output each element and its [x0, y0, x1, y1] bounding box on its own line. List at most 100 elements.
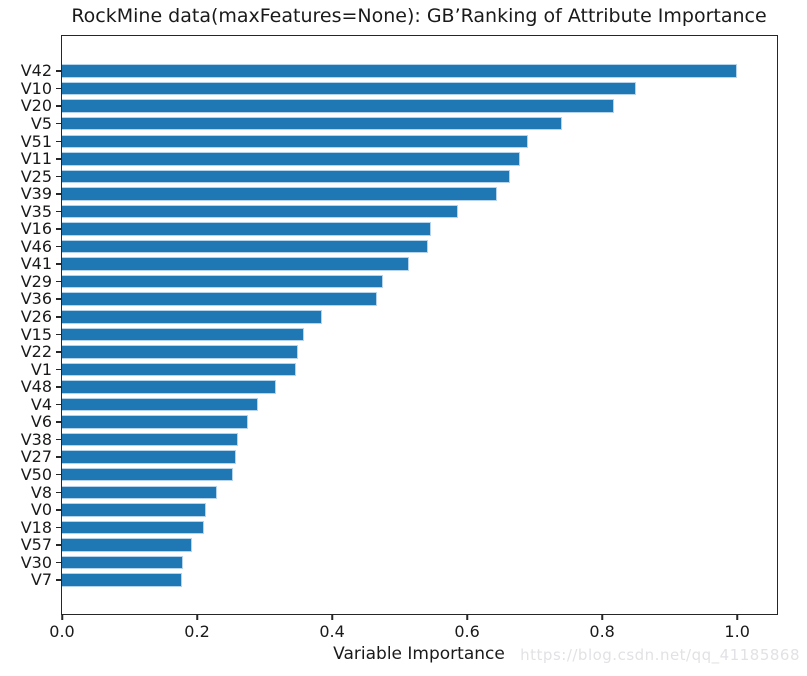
y-tick-mark: [56, 228, 62, 230]
bar-V41: [62, 257, 410, 271]
x-tick-mark: [61, 614, 63, 620]
x-axis-label: Variable Importance: [333, 644, 505, 664]
y-tick-label: V51: [20, 131, 52, 151]
y-tick-label: V7: [30, 570, 52, 590]
y-tick-mark: [56, 438, 62, 441]
x-tick-mark: [601, 614, 603, 620]
y-tick-mark: [56, 333, 62, 336]
y-tick-mark: [56, 245, 62, 248]
y-tick-label: V27: [20, 447, 52, 467]
bar-V22: [62, 345, 299, 359]
y-tick-label: V38: [20, 429, 52, 449]
x-tick-label: 0.8: [589, 622, 615, 641]
bar-V18: [62, 520, 205, 535]
y-tick-label: V35: [20, 201, 52, 221]
y-tick-label: V57: [20, 535, 52, 555]
y-tick-label: V30: [20, 552, 52, 572]
bar-V6: [62, 415, 248, 429]
y-tick-label: V4: [30, 394, 52, 414]
bar-V16: [62, 222, 431, 236]
bar-V57: [62, 538, 193, 552]
y-tick-mark: [56, 526, 62, 529]
y-tick-label: V8: [30, 482, 52, 502]
x-tick-mark: [331, 614, 333, 620]
bar-V0: [62, 503, 206, 517]
y-tick-mark: [56, 579, 62, 581]
y-tick-mark: [56, 316, 62, 318]
bar-V50: [62, 467, 233, 482]
y-tick-label: V48: [20, 377, 52, 397]
y-tick-label: V6: [30, 412, 52, 432]
y-tick-label: V22: [20, 342, 52, 362]
bar-V30: [62, 555, 183, 570]
y-tick-mark: [56, 491, 62, 494]
x-tick-label: 1.0: [724, 622, 750, 641]
x-tick-mark: [196, 614, 198, 620]
bar-V35: [62, 204, 458, 219]
bar-V10: [62, 81, 636, 96]
y-tick-label: V39: [20, 184, 52, 204]
bar-V15: [62, 327, 305, 342]
y-tick-label: V10: [20, 78, 52, 98]
y-tick-mark: [56, 421, 62, 423]
y-tick-mark: [56, 122, 62, 125]
y-tick-mark: [56, 105, 62, 107]
x-tick-mark: [736, 614, 738, 620]
y-tick-label: V1: [30, 359, 52, 379]
bar-V42: [62, 64, 738, 78]
y-tick-mark: [56, 210, 62, 213]
bar-V1: [62, 362, 297, 377]
bar-V48: [62, 380, 277, 394]
y-tick-label: V25: [20, 166, 52, 186]
y-tick-label: V41: [20, 254, 52, 274]
y-tick-mark: [56, 70, 62, 72]
y-tick-label: V42: [20, 61, 52, 81]
y-tick-mark: [56, 351, 62, 353]
bar-V7: [62, 573, 183, 587]
y-tick-mark: [56, 87, 62, 90]
chart-title: RockMine data(maxFeatures=None): GB’Rank…: [71, 5, 767, 27]
y-tick-mark: [56, 175, 62, 178]
x-tick-mark: [466, 614, 468, 620]
bar-V27: [62, 450, 237, 464]
y-tick-label: V20: [20, 96, 52, 116]
y-tick-mark: [56, 298, 62, 300]
y-tick-label: V50: [20, 464, 52, 484]
y-tick-label: V29: [20, 271, 52, 291]
y-tick-mark: [56, 473, 62, 476]
bar-V29: [62, 274, 384, 289]
y-tick-mark: [56, 386, 62, 388]
y-tick-mark: [56, 158, 62, 160]
bar-V4: [62, 397, 258, 412]
y-tick-mark: [56, 403, 62, 406]
bar-V51: [62, 134, 528, 149]
plot-area: V42 V10 V20 V5 V51 V11 V25 V39 V35 V16 V46 V41 V29 V3…: [21, 35, 778, 641]
y-tick-label: V26: [20, 307, 52, 326]
y-tick-mark: [56, 561, 62, 564]
y-tick-label: V16: [20, 219, 52, 239]
y-tick-mark: [56, 140, 62, 143]
y-tick-label: V0: [30, 500, 52, 520]
y-tick-mark: [56, 193, 62, 195]
y-tick-label: V46: [20, 236, 52, 256]
y-tick-mark: [56, 509, 62, 511]
x-tick-label: 0.2: [184, 622, 210, 641]
bar-V46: [62, 239, 428, 254]
y-tick-label: V11: [20, 149, 52, 169]
y-tick-label: V18: [20, 517, 52, 537]
bar-V25: [62, 169, 510, 184]
y-tick-label: V5: [30, 113, 52, 133]
x-tick-label: 0.0: [49, 622, 75, 641]
y-tick-mark: [56, 456, 62, 458]
x-tick-label: 0.4: [319, 622, 345, 641]
y-tick-mark: [56, 280, 62, 283]
bar-V11: [62, 152, 520, 166]
bar-V5: [62, 116, 563, 131]
y-tick-mark: [56, 368, 62, 371]
y-tick-mark: [56, 263, 62, 265]
bar-V20: [62, 99, 615, 113]
watermark: https://blog.csdn.net/qq_41185868: [520, 646, 800, 664]
y-tick-mark: [56, 544, 62, 546]
bar-V26: [62, 310, 322, 324]
